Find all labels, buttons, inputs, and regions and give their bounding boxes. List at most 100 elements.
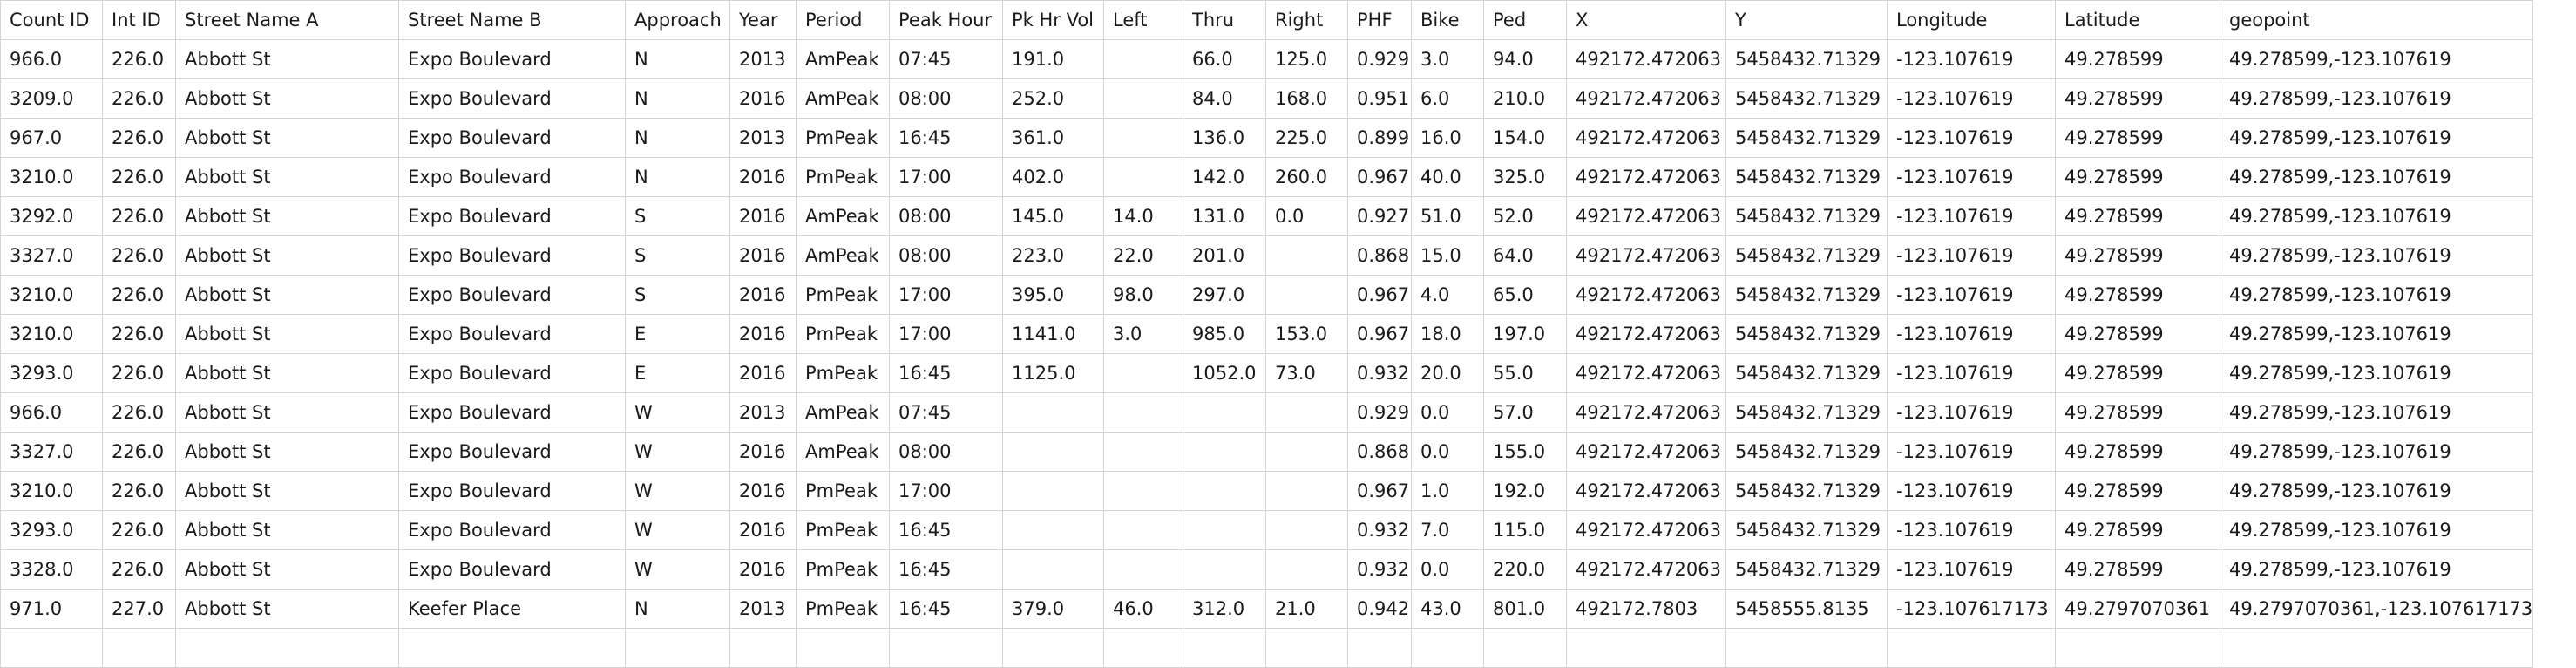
table-cell: 51.0 bbox=[1411, 196, 1484, 236]
column-header[interactable]: Y bbox=[1725, 0, 1888, 40]
table-cell: 3.0 bbox=[1103, 314, 1183, 354]
table-cell: Abbott St bbox=[175, 392, 399, 433]
table-row[interactable]: 967.0 226.0 Abbott St Expo Boulevard N 2013 Pm… bbox=[0, 118, 2534, 158]
column-header[interactable]: Right bbox=[1265, 0, 1348, 40]
table-cell bbox=[1265, 275, 1348, 315]
table-cell bbox=[1183, 549, 1266, 590]
column-header[interactable]: Longitude bbox=[1887, 0, 2056, 40]
table-row[interactable]: 3210.0 226.0 Abbott St Expo Boulevard S 2016 P… bbox=[0, 275, 2534, 315]
table-cell: Abbott St bbox=[175, 353, 399, 393]
table-cell: 3292.0 bbox=[0, 196, 103, 236]
table-cell: 0.0 bbox=[1411, 392, 1484, 433]
column-header[interactable]: X bbox=[1566, 0, 1726, 40]
column-header[interactable]: geopoint bbox=[2219, 0, 2534, 40]
table-row[interactable]: 3293.0 226.0 Abbott St Expo Boulevard W 2016 P… bbox=[0, 510, 2534, 550]
table-cell: 49.278599,-123.107619 bbox=[2219, 39, 2534, 79]
table-cell: 17:00 bbox=[889, 471, 1003, 511]
table-cell: 0.0 bbox=[1411, 432, 1484, 472]
table-row[interactable]: 3210.0 226.0 Abbott St Expo Boulevard N 2016 P… bbox=[0, 157, 2534, 197]
table-cell: 325.0 bbox=[1483, 157, 1567, 197]
column-header[interactable]: Int ID bbox=[102, 0, 176, 40]
table-cell: 49.2797070361,-123.107617173 bbox=[2219, 589, 2534, 629]
table-cell: 0.0 bbox=[1265, 196, 1348, 236]
table-cell: 49.278599 bbox=[2055, 549, 2220, 590]
column-header[interactable]: Left bbox=[1103, 0, 1183, 40]
table-cell: 16:45 bbox=[889, 353, 1003, 393]
table-cell: W bbox=[625, 432, 730, 472]
table-cell: 40.0 bbox=[1411, 157, 1484, 197]
table-row[interactable]: 3292.0 226.0 Abbott St Expo Boulevard S 2016 A… bbox=[0, 196, 2534, 236]
table-cell: Expo Boulevard bbox=[398, 353, 626, 393]
table-cell bbox=[1183, 510, 1266, 550]
table-cell: 2016 bbox=[729, 275, 797, 315]
table-cell: 492172.472063 bbox=[1566, 275, 1726, 315]
column-header[interactable]: Ped bbox=[1483, 0, 1567, 40]
table-cell bbox=[1483, 628, 1567, 668]
table-cell: 49.278599 bbox=[2055, 392, 2220, 433]
table-row[interactable]: 971.0 227.0 Abbott St Keefer Place N 2013 PmPe… bbox=[0, 589, 2534, 629]
table-cell bbox=[1103, 118, 1183, 158]
column-header[interactable]: Pk Hr Vol bbox=[1002, 0, 1104, 40]
table-cell: Abbott St bbox=[175, 39, 399, 79]
table-cell: 46.0 bbox=[1103, 589, 1183, 629]
table-header: Count ID Int ID Street Name A Street Name B… bbox=[0, 0, 2534, 40]
table-row[interactable]: 3327.0 226.0 Abbott St Expo Boulevard S 2016 A… bbox=[0, 235, 2534, 276]
column-header[interactable]: Year bbox=[729, 0, 797, 40]
table-cell: Abbott St bbox=[175, 471, 399, 511]
table-cell: Abbott St bbox=[175, 78, 399, 119]
table-cell bbox=[1566, 628, 1726, 668]
table-cell: 5458432.71329 bbox=[1725, 432, 1888, 472]
table-row[interactable]: 3210.0 226.0 Abbott St Expo Boulevard E 2016 P… bbox=[0, 314, 2534, 354]
table-cell bbox=[1183, 432, 1266, 472]
table-cell: 16:45 bbox=[889, 589, 1003, 629]
table-cell bbox=[889, 628, 1003, 668]
table-row[interactable]: 3293.0 226.0 Abbott St Expo Boulevard E 2016 P… bbox=[0, 353, 2534, 393]
table-cell: 0.929 bbox=[1347, 39, 1412, 79]
table-cell: N bbox=[625, 39, 730, 79]
column-header[interactable]: Thru bbox=[1183, 0, 1266, 40]
table-cell: Expo Boulevard bbox=[398, 157, 626, 197]
table-cell: N bbox=[625, 157, 730, 197]
column-header[interactable]: Street Name A bbox=[175, 0, 399, 40]
table-cell: 15.0 bbox=[1411, 235, 1484, 276]
table-cell bbox=[1103, 549, 1183, 590]
column-header[interactable]: Peak Hour bbox=[889, 0, 1003, 40]
table-row[interactable]: 3209.0 226.0 Abbott St Expo Boulevard N 2016 A… bbox=[0, 78, 2534, 119]
table-cell: 2016 bbox=[729, 353, 797, 393]
column-header[interactable]: Period bbox=[796, 0, 890, 40]
table-cell: 492172.472063 bbox=[1566, 39, 1726, 79]
table-cell: 73.0 bbox=[1265, 353, 1348, 393]
table-row[interactable]: 3210.0 226.0 Abbott St Expo Boulevard W 2016 P… bbox=[0, 471, 2534, 511]
table-row[interactable]: 966.0 226.0 Abbott St Expo Boulevard N 2013 Am… bbox=[0, 39, 2534, 79]
table-cell: 18.0 bbox=[1411, 314, 1484, 354]
table-cell bbox=[1002, 549, 1104, 590]
table-cell: 2016 bbox=[729, 432, 797, 472]
table-cell bbox=[1265, 471, 1348, 511]
column-header[interactable]: PHF bbox=[1347, 0, 1412, 40]
table-row[interactable]: 3327.0 226.0 Abbott St Expo Boulevard W 2016 A… bbox=[0, 432, 2534, 472]
column-header[interactable]: Latitude bbox=[2055, 0, 2220, 40]
table-cell bbox=[1002, 471, 1104, 511]
column-header[interactable]: Count ID bbox=[0, 0, 103, 40]
table-cell bbox=[1103, 432, 1183, 472]
table-row[interactable] bbox=[0, 628, 2534, 668]
table-cell: 20.0 bbox=[1411, 353, 1484, 393]
table-row[interactable]: 966.0 226.0 Abbott St Expo Boulevard W 2013 Am… bbox=[0, 392, 2534, 433]
table-cell: Abbott St bbox=[175, 314, 399, 354]
table-cell bbox=[1002, 392, 1104, 433]
table-cell: 492172.472063 bbox=[1566, 432, 1726, 472]
table-cell: 16:45 bbox=[889, 118, 1003, 158]
table-cell: 226.0 bbox=[102, 78, 176, 119]
table-cell: 3210.0 bbox=[0, 471, 103, 511]
table-cell: 2013 bbox=[729, 392, 797, 433]
table-cell: 0.868 bbox=[1347, 235, 1412, 276]
table-cell: 0.929 bbox=[1347, 392, 1412, 433]
column-header[interactable]: Approach bbox=[625, 0, 730, 40]
table-cell: 49.278599 bbox=[2055, 157, 2220, 197]
table-row[interactable]: 3328.0 226.0 Abbott St Expo Boulevard W 2016 P… bbox=[0, 549, 2534, 590]
table-cell: PmPeak bbox=[796, 510, 890, 550]
column-header[interactable]: Bike bbox=[1411, 0, 1484, 40]
column-header[interactable]: Street Name B bbox=[398, 0, 626, 40]
table-cell: 5458432.71329 bbox=[1725, 157, 1888, 197]
table-cell: 17:00 bbox=[889, 314, 1003, 354]
